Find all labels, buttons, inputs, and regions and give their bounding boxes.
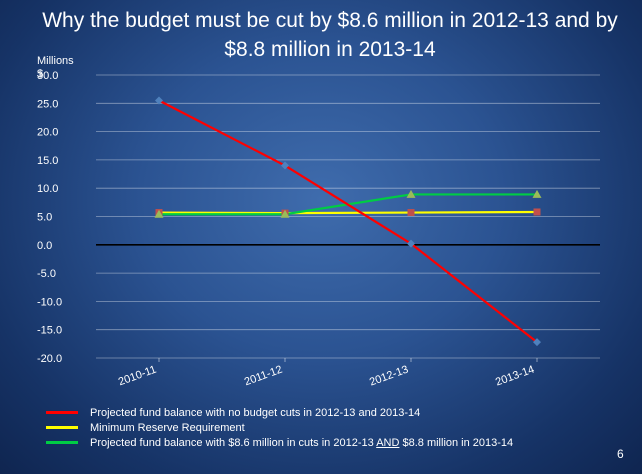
y-tick-label: 0.0 bbox=[37, 240, 52, 252]
legend-label-with-cuts-emphasis: AND bbox=[376, 436, 400, 449]
data-point-with_cuts bbox=[406, 189, 416, 198]
y-tick-label: 25.0 bbox=[37, 98, 58, 110]
data-point-no_cuts bbox=[155, 96, 163, 105]
legend-label-with-cuts-suffix: $8.8 million in 2013-14 bbox=[399, 436, 514, 449]
y-tick-label: -5.0 bbox=[37, 268, 56, 280]
series-lines bbox=[158, 99, 538, 344]
y-tick-label: 10.0 bbox=[37, 183, 58, 195]
y-tick-label: -15.0 bbox=[37, 325, 62, 337]
legend-swatch-green bbox=[46, 441, 78, 444]
y-tick-label: -20.0 bbox=[37, 353, 62, 365]
series-line-no_cuts bbox=[158, 99, 538, 344]
series-markers bbox=[154, 96, 542, 347]
slide-number: 6 bbox=[617, 447, 624, 461]
data-point-with_cuts bbox=[154, 209, 164, 218]
y-tick-label: 20.0 bbox=[37, 127, 58, 139]
legend-item-with-cuts: Projected fund balance with $8.6 million… bbox=[46, 435, 626, 450]
x-tick-label: 2010-11 bbox=[117, 364, 158, 389]
legend-swatch-yellow bbox=[46, 426, 78, 429]
legend-swatch-red bbox=[46, 411, 78, 414]
data-point-no_cuts bbox=[281, 161, 289, 170]
data-point-with_cuts bbox=[532, 189, 542, 198]
data-point-reserve bbox=[407, 209, 415, 217]
x-tick-label: 2012-13 bbox=[368, 364, 410, 389]
y-tick-label: 5.0 bbox=[37, 212, 52, 224]
x-tick-label: 2011-12 bbox=[243, 364, 284, 389]
y-tick-label: 15.0 bbox=[37, 155, 58, 167]
slide-title: Why the budget must be cut by $8.6 milli… bbox=[42, 9, 618, 61]
y-axis-unit-label: Millions bbox=[37, 55, 74, 67]
y-tick-label: -10.0 bbox=[37, 296, 62, 308]
legend-item-no-cuts: Projected fund balance with no budget cu… bbox=[46, 405, 626, 420]
chart-legend: Projected fund balance with no budget cu… bbox=[46, 405, 626, 450]
x-axis-ticks: 2010-11 2011-12 2012-13 2013-14 bbox=[117, 358, 538, 389]
legend-label-reserve: Minimum Reserve Requirement bbox=[90, 421, 245, 434]
legend-label-with-cuts: Projected fund balance with $8.6 million… bbox=[90, 437, 513, 449]
legend-item-reserve: Minimum Reserve Requirement bbox=[46, 420, 626, 435]
data-point-no_cuts bbox=[407, 239, 415, 248]
data-point-no_cuts bbox=[533, 338, 541, 347]
legend-label-with-cuts-prefix: Projected fund balance with $8.6 million… bbox=[90, 436, 377, 449]
legend-label-no-cuts: Projected fund balance with no budget cu… bbox=[90, 406, 421, 419]
y-axis-ticks: 30.0 25.0 20.0 15.0 10.0 5.0 0.0 -5.0 -10.0 -15.0… bbox=[37, 70, 62, 365]
gridlines bbox=[96, 74, 600, 359]
y-tick-label: 30.0 bbox=[37, 70, 58, 82]
y-axis-currency-label: $ bbox=[37, 68, 44, 80]
x-tick-label: 2013-14 bbox=[494, 364, 536, 389]
data-point-with_cuts bbox=[280, 209, 290, 218]
series-line-reserve bbox=[158, 210, 538, 215]
data-point-reserve bbox=[533, 208, 541, 216]
